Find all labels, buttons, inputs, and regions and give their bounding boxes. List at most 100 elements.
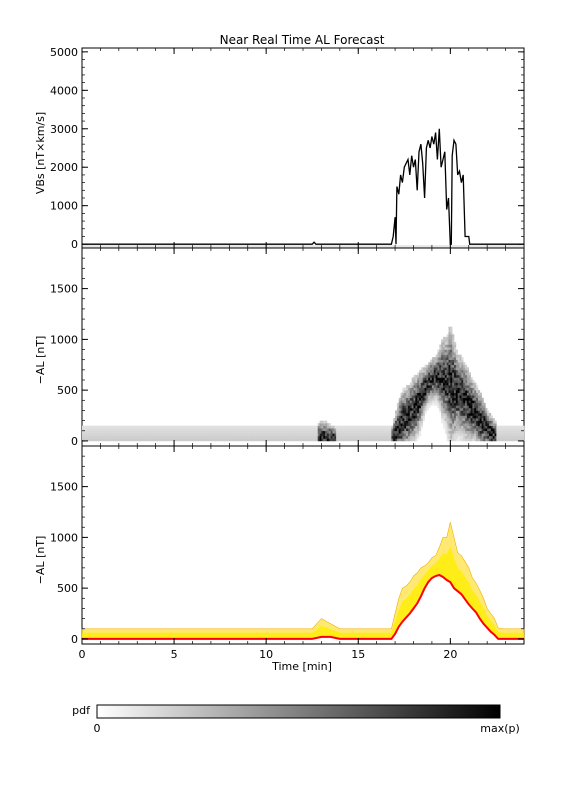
pdf-cell (457, 400, 460, 404)
pdf-cell (448, 329, 451, 333)
pdf-cell (91, 428, 94, 432)
pdf-cell (249, 430, 252, 434)
pdf-cell (159, 430, 162, 434)
panel-forecast-frame (81, 445, 525, 645)
pdf-cell (459, 405, 462, 409)
pdf-cell (157, 428, 160, 432)
pdf-cell (424, 395, 427, 399)
pdf-cell (419, 374, 422, 378)
pdf-cell (450, 428, 453, 432)
pdf-cell (280, 425, 284, 429)
pdf-cell (133, 425, 136, 429)
pdf-cell (210, 435, 214, 439)
pdf-cell (94, 430, 98, 434)
pdf-cell (433, 400, 436, 404)
pdf-cell (314, 438, 317, 442)
pdf-cell (210, 433, 214, 437)
pdf-cell (446, 372, 449, 376)
pdf-cell (441, 347, 444, 350)
pdf-cell (424, 397, 427, 401)
pdf-cell (501, 425, 505, 429)
pdf-cell (269, 435, 272, 439)
pdf-cell (465, 413, 468, 416)
pdf-cell (205, 430, 208, 434)
pdf-cell (321, 420, 324, 424)
pdf-cell (172, 438, 175, 442)
pdf-cell (424, 367, 427, 371)
pdf-cell (468, 392, 471, 396)
pdf-cell (317, 428, 320, 432)
pdf-cell (115, 433, 118, 437)
pdf-cell (485, 407, 488, 411)
pdf-cell (468, 374, 471, 378)
pdf-cell (457, 425, 460, 429)
pdf-cell (420, 369, 424, 373)
pdf-cell (452, 339, 455, 343)
pdf-cell (151, 435, 155, 439)
pdf-cell (472, 423, 475, 426)
pdf-cell (148, 433, 151, 437)
pdf-cell (426, 385, 429, 388)
pdf-cell (455, 438, 458, 442)
panel-vbs-frame (81, 47, 525, 249)
pdf-cell (407, 390, 411, 393)
pdf-cell (365, 425, 368, 429)
pdf-cell (255, 435, 258, 439)
pdf-cell (437, 364, 440, 368)
pdf-cell (507, 425, 510, 429)
pdf-cell (347, 425, 350, 429)
pdf-cell (159, 425, 162, 429)
pdf-cell (489, 428, 492, 432)
pdf-cell (155, 428, 158, 432)
pdf-cell (422, 415, 425, 419)
pdf-cell (472, 395, 475, 399)
pdf-cell (155, 433, 158, 437)
pdf-cell (466, 387, 470, 391)
pdf-cell (494, 423, 497, 426)
pdf-cell (135, 433, 138, 437)
pdf-cell (395, 433, 398, 437)
pdf-cell (400, 410, 403, 414)
pdf-cell (463, 372, 466, 376)
pdf-cell (183, 438, 186, 442)
pdf-cell (417, 402, 420, 406)
y-tick-label: 1500 (50, 283, 78, 296)
pdf-cell (396, 405, 400, 409)
pdf-cell (323, 420, 326, 424)
pdf-cell (288, 430, 291, 434)
pdf-cell (457, 357, 460, 360)
pdf-cell (299, 438, 302, 442)
pdf-cell (218, 433, 221, 437)
pdf-cell (266, 428, 269, 432)
pdf-cell (415, 402, 418, 406)
pdf-cell (341, 435, 344, 439)
pdf-cell (395, 425, 398, 429)
pdf-cell (481, 420, 484, 424)
pdf-cell (454, 344, 457, 348)
pdf-cell (400, 438, 403, 442)
pdf-cell (337, 428, 341, 432)
pdf-cell (446, 367, 449, 371)
pdf-cell (137, 438, 140, 442)
pdf-cell (420, 395, 424, 399)
pdf-cell (476, 395, 479, 399)
pdf-cell (465, 395, 468, 399)
pdf-cell (420, 390, 424, 393)
pdf-cell (442, 349, 446, 353)
pdf-cell (448, 423, 451, 426)
pdf-cell (472, 385, 475, 388)
pdf-cell (472, 392, 475, 396)
pdf-cell (468, 410, 471, 414)
pdf-cell (446, 385, 449, 388)
pdf-cell (196, 428, 199, 432)
pdf-cell (446, 387, 449, 391)
pdf-cell (411, 397, 414, 401)
pdf-cell (441, 341, 444, 345)
pdf-cell (398, 413, 401, 416)
pdf-cell (446, 344, 449, 348)
pdf-cell (404, 413, 407, 416)
pdf-cell (419, 420, 422, 424)
pdf-cell (126, 428, 129, 432)
pdf-cell (450, 415, 453, 419)
pdf-cell (306, 433, 309, 437)
